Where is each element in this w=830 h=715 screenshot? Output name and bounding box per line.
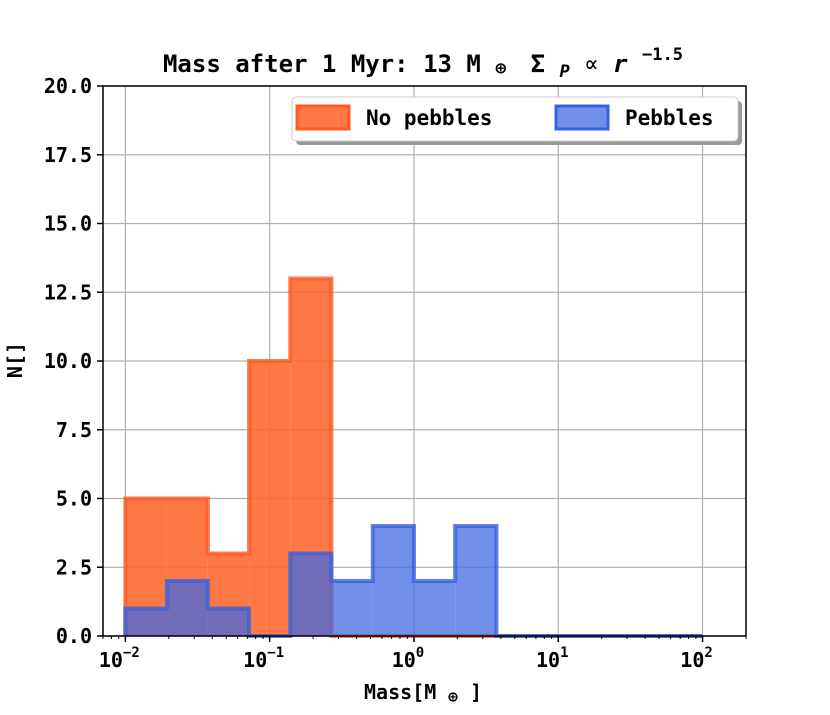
y-axis-label: N[] — [3, 342, 27, 378]
x-tick-label: 102 — [680, 645, 713, 672]
title-exponent: −1.5 — [642, 45, 683, 65]
title-sigma: Σ — [531, 50, 545, 78]
bar-pebbles — [413, 581, 456, 636]
y-tick-label: 0.0 — [56, 624, 92, 648]
legend: No pebbles Pebbles — [291, 96, 742, 145]
x-label-prefix: Mass[M — [364, 680, 436, 704]
legend-box — [291, 96, 739, 142]
y-axis: 0.0 2.5 5.0 7.5 10.0 12.5 15.0 17.5 20.0 — [44, 74, 103, 648]
x-axis-label: Mass[M ⊕ ] — [364, 680, 482, 707]
y-tick-label: 5.0 — [56, 487, 92, 511]
series-pebbles — [123, 524, 703, 638]
bar-pebbles — [372, 526, 414, 636]
y-tick-label: 12.5 — [44, 280, 92, 304]
bar-pebbles — [207, 608, 250, 636]
legend-swatch-pebbles — [554, 104, 610, 131]
title-prefix: Mass after 1 Myr: 13 M — [163, 50, 481, 78]
y-tick-label: 17.5 — [44, 143, 92, 167]
y-tick-label: 15.0 — [44, 212, 92, 236]
chart-title: Mass after 1 Myr: 13 M ⊕ Σ P ∝ r −1.5 — [163, 45, 683, 83]
y-tick-label: 20.0 — [44, 74, 92, 98]
title-propto: ∝ — [584, 50, 598, 78]
grid-lines — [103, 85, 746, 637]
x-axis: 10−2 10−1 100 101 102 — [99, 636, 747, 672]
title-subscript: P — [560, 62, 571, 82]
bar-pebbles — [125, 608, 167, 636]
bar-pebbles — [455, 526, 497, 636]
bar-pebbles — [331, 581, 373, 636]
x-tick-label: 100 — [392, 645, 425, 672]
title-r: r — [613, 50, 628, 78]
y-tick-label: 7.5 — [56, 418, 92, 442]
x-tick-label: 10−2 — [99, 645, 140, 672]
y-tick-label: 10.0 — [44, 349, 92, 373]
bar-pebbles — [290, 553, 332, 636]
bar-pebbles — [166, 581, 208, 636]
legend-swatch-no-pebbles — [295, 104, 351, 131]
x-tick-label: 10−1 — [243, 645, 284, 672]
x-label-earth-symbol: ⊕ — [448, 687, 458, 706]
y-tick-label: 2.5 — [56, 555, 92, 579]
x-tick-label: 101 — [536, 645, 569, 672]
x-label-suffix: ] — [470, 680, 482, 704]
legend-label-pebbles: Pebbles — [625, 106, 714, 130]
legend-label-no-pebbles: No pebbles — [366, 106, 492, 130]
bar-no-pebbles — [249, 361, 291, 636]
title-earth-symbol: ⊕ — [495, 58, 506, 79]
